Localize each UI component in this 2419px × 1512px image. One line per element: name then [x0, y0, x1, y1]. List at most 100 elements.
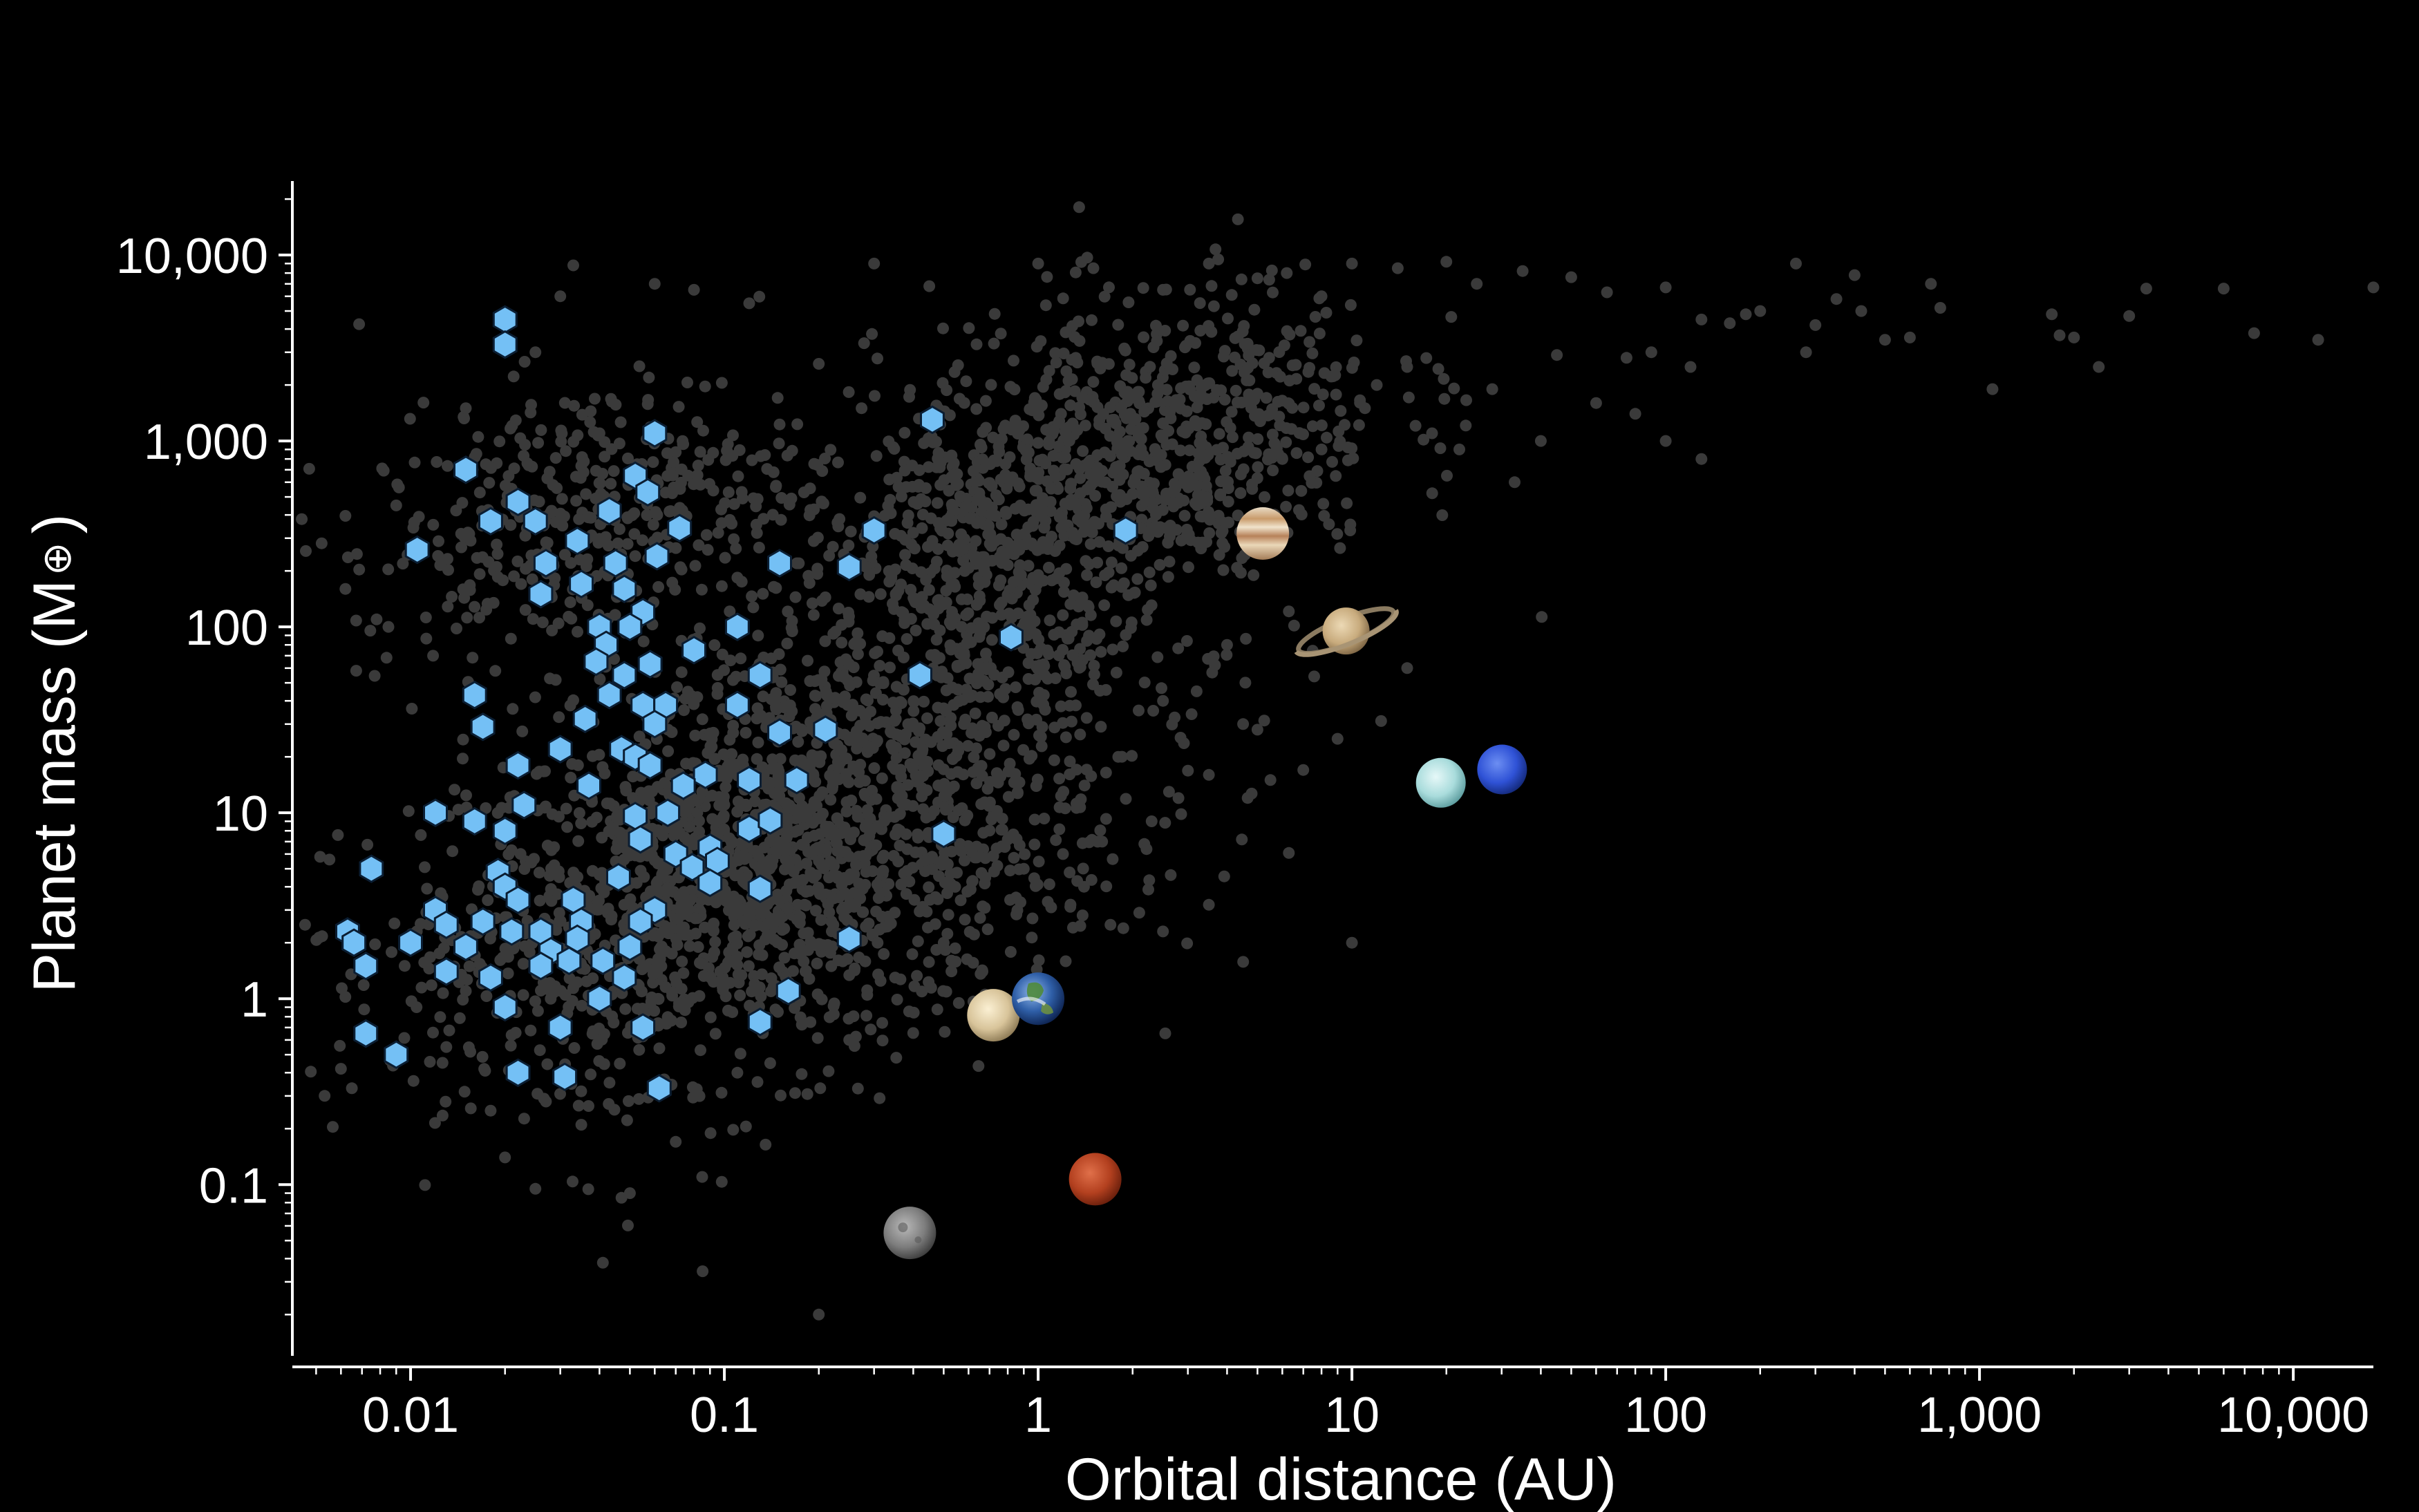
background-point [992, 493, 1005, 506]
highlight-point [836, 924, 862, 954]
background-point [1074, 487, 1086, 500]
background-point [1135, 433, 1147, 445]
background-point [696, 1171, 708, 1183]
background-point [995, 328, 1007, 340]
highlight-point [492, 330, 518, 359]
background-point [1060, 326, 1072, 339]
background-point [1438, 372, 1450, 385]
background-point [801, 1088, 813, 1100]
background-point [1317, 498, 1330, 510]
background-point [734, 1048, 746, 1060]
highlight-point [681, 636, 706, 665]
background-point [1042, 672, 1054, 685]
background-point [431, 456, 443, 468]
background-point [339, 583, 352, 595]
background-point [687, 1091, 699, 1104]
background-point [867, 674, 879, 687]
background-point [485, 462, 497, 474]
background-point [963, 672, 976, 685]
background-point [907, 762, 919, 774]
background-point [587, 750, 599, 762]
background-point [568, 1042, 581, 1054]
background-point [930, 634, 943, 646]
background-point [903, 876, 916, 888]
background-point [1243, 388, 1255, 401]
background-point [809, 703, 821, 715]
background-point [813, 888, 826, 900]
background-point [473, 486, 486, 499]
background-point [1077, 862, 1089, 875]
background-point [1147, 487, 1159, 500]
background-point [1184, 334, 1196, 347]
background-point [1105, 556, 1118, 569]
background-point [1059, 802, 1071, 815]
background-point [827, 1000, 840, 1012]
background-point [976, 964, 988, 976]
background-point [647, 929, 659, 942]
background-point [1315, 290, 1328, 303]
background-point [518, 863, 531, 875]
background-point [1163, 786, 1175, 798]
background-point [696, 713, 708, 726]
background-point [1008, 851, 1020, 864]
background-point [825, 915, 838, 927]
background-point [380, 652, 393, 664]
background-point [628, 528, 641, 540]
background-point [813, 855, 825, 867]
background-point [1460, 394, 1472, 406]
background-point [1438, 393, 1451, 405]
background-point [773, 790, 786, 802]
background-point [668, 456, 679, 469]
background-point [677, 438, 689, 451]
background-point [865, 1023, 877, 1036]
background-point [694, 622, 706, 634]
background-point [934, 461, 946, 473]
background-point [986, 480, 998, 492]
background-point [941, 887, 953, 899]
background-point [1053, 823, 1066, 835]
background-point [980, 422, 992, 434]
background-point [350, 614, 362, 627]
background-point [682, 469, 695, 482]
background-point [652, 580, 665, 593]
background-point [484, 1104, 497, 1117]
background-point [1069, 266, 1082, 278]
background-point [456, 497, 469, 509]
background-point [902, 718, 914, 730]
background-point [824, 769, 836, 782]
background-point [574, 472, 587, 484]
background-point [1174, 444, 1187, 457]
background-point [623, 849, 636, 862]
background-point [419, 1179, 431, 1191]
background-exoplanet-points [296, 201, 2380, 1321]
background-point [1050, 834, 1062, 847]
background-point [979, 721, 991, 733]
background-point [519, 604, 531, 616]
highlight-point [511, 791, 537, 820]
background-point [1057, 586, 1070, 598]
background-point [590, 492, 602, 504]
background-point [1248, 303, 1261, 316]
background-point [1165, 869, 1177, 881]
background-point [1048, 629, 1060, 641]
background-point [753, 981, 766, 994]
background-point [544, 672, 556, 685]
background-point [819, 591, 831, 603]
background-point [1043, 878, 1055, 891]
background-point [901, 633, 913, 645]
background-point [1080, 555, 1092, 567]
background-point [1259, 491, 1271, 503]
background-point [611, 813, 623, 825]
background-point [1335, 405, 1347, 417]
background-point [567, 259, 579, 272]
background-point [691, 416, 704, 428]
background-point [517, 989, 529, 1001]
background-point [420, 612, 432, 623]
background-point [851, 1082, 864, 1095]
background-point [709, 1028, 722, 1040]
jupiter-disk [1236, 507, 1290, 560]
background-point [1346, 361, 1358, 374]
background-point [1283, 605, 1295, 618]
background-point [1344, 299, 1357, 311]
background-point [449, 784, 461, 796]
